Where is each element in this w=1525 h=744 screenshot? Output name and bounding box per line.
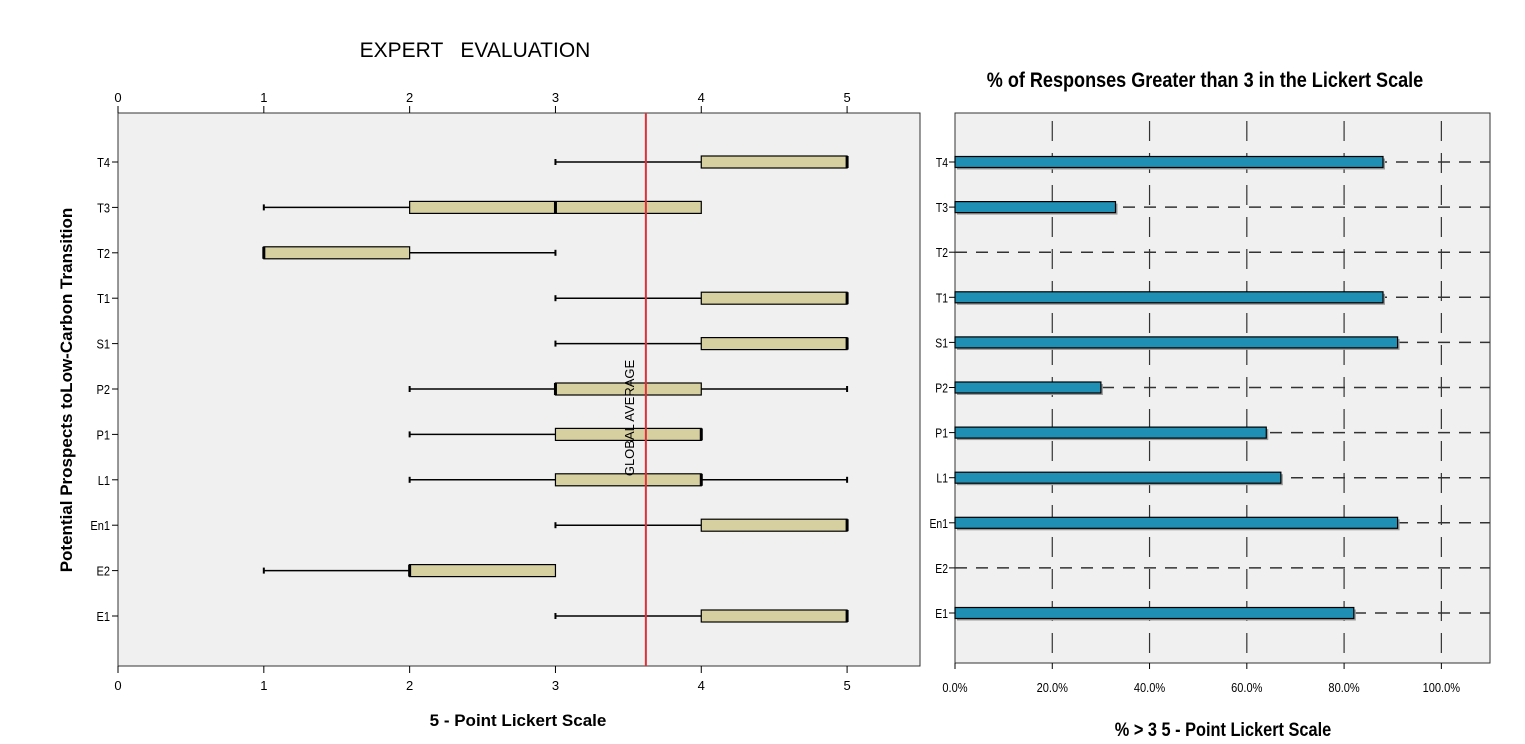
- iqr-box: [700, 609, 848, 623]
- x-tick-label: 100.0%: [1423, 680, 1461, 695]
- bar: [954, 155, 1384, 169]
- bottom-tick-label: 0: [114, 678, 121, 693]
- category-label: T4: [97, 155, 110, 170]
- bar: [954, 606, 1355, 620]
- boxplot-title: EXPERT EVALUATION: [360, 39, 591, 62]
- category-label: T2: [936, 246, 948, 260]
- x-tick-label: 60.0%: [1231, 680, 1263, 695]
- top-tick-label: 1: [260, 90, 267, 105]
- x-tick-label: 0.0%: [942, 680, 967, 695]
- boxplot-boxes: [262, 155, 849, 623]
- category-label: E1: [96, 609, 110, 624]
- category-label: P1: [935, 427, 948, 441]
- category-label: E1: [935, 607, 948, 621]
- category-label: P1: [96, 428, 110, 443]
- iqr-box: [700, 155, 848, 169]
- bottom-tick-label: 2: [406, 678, 413, 693]
- category-label: T3: [97, 201, 110, 216]
- bar-x-axis-label: % > 3 5 - Point Lickert Scale: [1115, 719, 1332, 740]
- bar: [954, 201, 1117, 214]
- bar-category-axis: T4 T3 T2 T1 S1 P2 P1 L1 En1 E2 E1: [930, 156, 955, 621]
- category-label: P2: [96, 382, 110, 397]
- top-tick-label: 2: [406, 90, 413, 105]
- bottom-tick-label: 5: [843, 678, 850, 693]
- category-label: E2: [96, 564, 110, 579]
- iqr-box: [700, 291, 848, 305]
- bar-chart-title: % of Responses Greater than 3 in the Lic…: [987, 69, 1424, 93]
- boxplot-chart: EXPERT EVALUATION 0 1 2 3 4 5 0 1 2 3 4 5 T4 T3 T2 T1…: [57, 39, 921, 730]
- top-tick-label: 5: [843, 90, 850, 105]
- boxplot-category-axis: T4 T3 T2 T1 S1 P2 P1 L1 En1 E2 E1: [90, 155, 118, 624]
- category-label: S1: [935, 336, 948, 350]
- category-label: T4: [936, 156, 949, 170]
- bar-x-axis: 0.0% 20.0% 40.0% 60.0% 80.0% 100.0%: [942, 663, 1460, 695]
- bar: [954, 471, 1282, 484]
- x-tick-label: 80.0%: [1328, 680, 1360, 695]
- iqr-box: [263, 246, 411, 260]
- top-tick-label: 4: [698, 90, 705, 105]
- bottom-tick-label: 1: [260, 678, 267, 693]
- category-label: E2: [935, 562, 948, 576]
- bar: [954, 426, 1267, 439]
- global-average-label: GLOBAL AVERAGE: [622, 360, 637, 477]
- percent-bar-chart: % of Responses Greater than 3 in the Lic…: [930, 69, 1491, 740]
- category-label: L1: [98, 473, 111, 488]
- category-label: T1: [936, 291, 948, 305]
- boxplot-bottom-axis: 0 1 2 3 4 5: [114, 666, 851, 693]
- iqr-box: [700, 337, 848, 351]
- top-tick-label: 3: [552, 90, 559, 105]
- bar-series: [954, 155, 1400, 621]
- bar: [954, 381, 1102, 394]
- bottom-tick-label: 4: [698, 678, 705, 693]
- bottom-tick-label: 3: [552, 678, 559, 693]
- x-tick-label: 40.0%: [1134, 680, 1166, 695]
- category-label: En1: [930, 517, 948, 531]
- iqr-box: [409, 563, 557, 578]
- top-tick-label: 0: [114, 90, 121, 105]
- category-label: En1: [90, 518, 110, 533]
- category-label: L1: [936, 472, 948, 486]
- category-label: T2: [97, 246, 110, 261]
- bar: [954, 516, 1399, 529]
- category-label: S1: [96, 337, 110, 352]
- category-label: T1: [97, 291, 110, 306]
- x-tick-label: 20.0%: [1037, 680, 1069, 695]
- boxplot-top-axis: 0 1 2 3 4 5: [114, 90, 851, 113]
- bar: [954, 291, 1384, 304]
- bar: [954, 336, 1399, 349]
- category-label: T3: [936, 201, 949, 215]
- iqr-box: [700, 518, 848, 532]
- boxplot-x-axis-label: 5 - Point Lickert Scale: [430, 711, 607, 730]
- category-label: P2: [935, 381, 948, 395]
- boxplot-y-axis-label: Potential Prospects toLow-Carbon Transit…: [57, 208, 76, 573]
